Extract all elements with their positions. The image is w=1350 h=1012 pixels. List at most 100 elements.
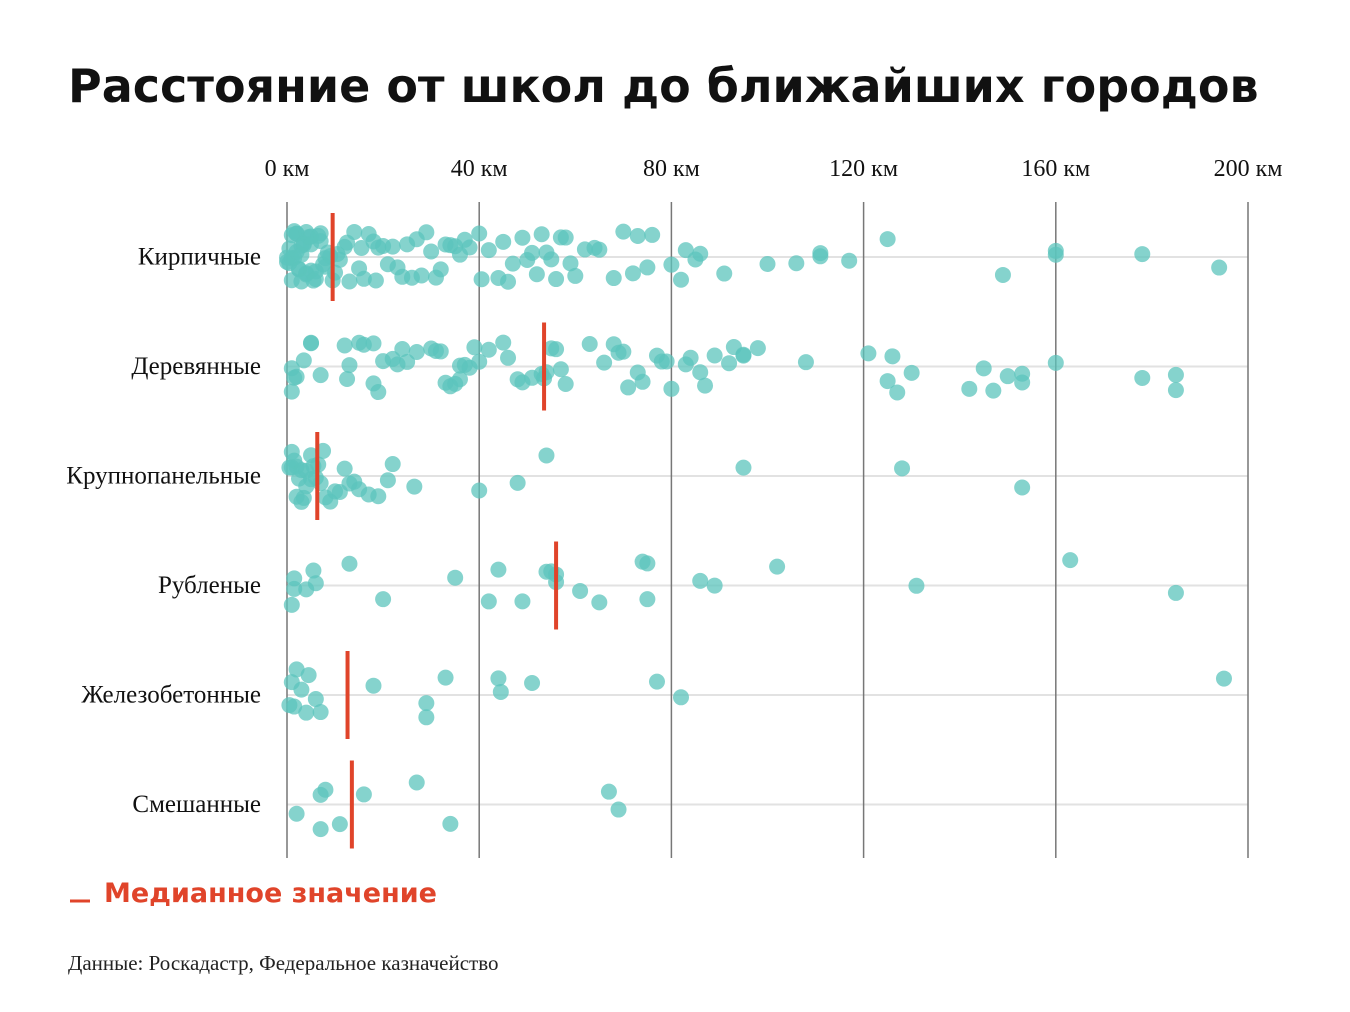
- point: [288, 368, 305, 385]
- point: [533, 226, 550, 243]
- point: [889, 384, 906, 401]
- point: [418, 224, 435, 241]
- point: [370, 488, 387, 505]
- point: [538, 447, 555, 464]
- point: [283, 596, 300, 613]
- point: [1062, 552, 1079, 569]
- category-label: Смешанные: [132, 791, 261, 818]
- x-tick-label: 40 км: [451, 156, 508, 182]
- point: [663, 256, 680, 273]
- point: [480, 593, 497, 610]
- point: [500, 349, 517, 366]
- point: [317, 781, 334, 798]
- point: [552, 361, 569, 378]
- point: [682, 349, 699, 366]
- point: [975, 360, 992, 377]
- point: [432, 261, 449, 278]
- point: [514, 593, 531, 610]
- point: [394, 341, 411, 358]
- point: [307, 691, 324, 708]
- point: [298, 704, 315, 721]
- point: [353, 239, 370, 256]
- point: [312, 475, 329, 492]
- point: [307, 575, 324, 592]
- point: [471, 482, 488, 499]
- point: [1167, 366, 1184, 383]
- point: [1014, 365, 1031, 382]
- point: [673, 689, 690, 706]
- x-tick-label: 80 км: [643, 156, 700, 182]
- point: [548, 341, 565, 358]
- category-label: Деревянные: [131, 353, 261, 380]
- point: [673, 271, 690, 288]
- point: [605, 270, 622, 287]
- point: [355, 786, 372, 803]
- point: [336, 337, 353, 354]
- point: [581, 335, 598, 352]
- x-tick-label: 0 км: [265, 156, 310, 182]
- point: [341, 273, 358, 290]
- point: [495, 334, 512, 351]
- point: [749, 340, 766, 357]
- point: [903, 364, 920, 381]
- point: [538, 364, 555, 381]
- point: [528, 266, 545, 283]
- point: [716, 265, 733, 282]
- point: [591, 594, 608, 611]
- point: [639, 555, 656, 572]
- point: [466, 339, 483, 356]
- point: [879, 373, 896, 390]
- point: [432, 343, 449, 360]
- point: [418, 695, 435, 712]
- point: [610, 801, 627, 818]
- point: [283, 383, 300, 400]
- point: [639, 259, 656, 276]
- point: [615, 223, 632, 240]
- point: [406, 478, 423, 495]
- point: [293, 681, 310, 698]
- point: [557, 229, 574, 246]
- x-tick-label: 160 км: [1021, 156, 1090, 182]
- point: [735, 459, 752, 476]
- point: [461, 239, 478, 256]
- point: [1014, 479, 1031, 496]
- point: [692, 572, 709, 589]
- point: [648, 673, 665, 690]
- point: [346, 223, 363, 240]
- category-label: Кирпичные: [138, 244, 261, 271]
- point: [307, 271, 324, 288]
- point: [408, 344, 425, 361]
- point: [624, 265, 641, 282]
- point: [1211, 259, 1228, 276]
- point: [591, 241, 608, 258]
- legend-label: Медианное значение: [104, 878, 437, 909]
- point: [663, 380, 680, 397]
- point: [471, 353, 488, 370]
- point: [500, 273, 517, 290]
- point: [365, 677, 382, 694]
- point: [797, 354, 814, 371]
- point: [1047, 246, 1064, 263]
- point: [295, 352, 312, 369]
- point: [841, 252, 858, 269]
- point: [312, 233, 329, 250]
- point: [721, 355, 738, 372]
- point: [600, 783, 617, 800]
- point: [312, 704, 329, 721]
- point: [408, 774, 425, 791]
- point: [288, 805, 305, 822]
- source: Данные: Роскадастр, Федеральное казначей…: [68, 951, 498, 975]
- point: [735, 347, 752, 364]
- point: [692, 364, 709, 381]
- point: [341, 555, 358, 572]
- point: [562, 255, 579, 272]
- point: [1134, 369, 1151, 386]
- point: [495, 233, 512, 250]
- point: [312, 367, 329, 384]
- point: [697, 377, 714, 394]
- point: [442, 815, 459, 832]
- point: [788, 255, 805, 272]
- point: [639, 591, 656, 608]
- point: [894, 460, 911, 477]
